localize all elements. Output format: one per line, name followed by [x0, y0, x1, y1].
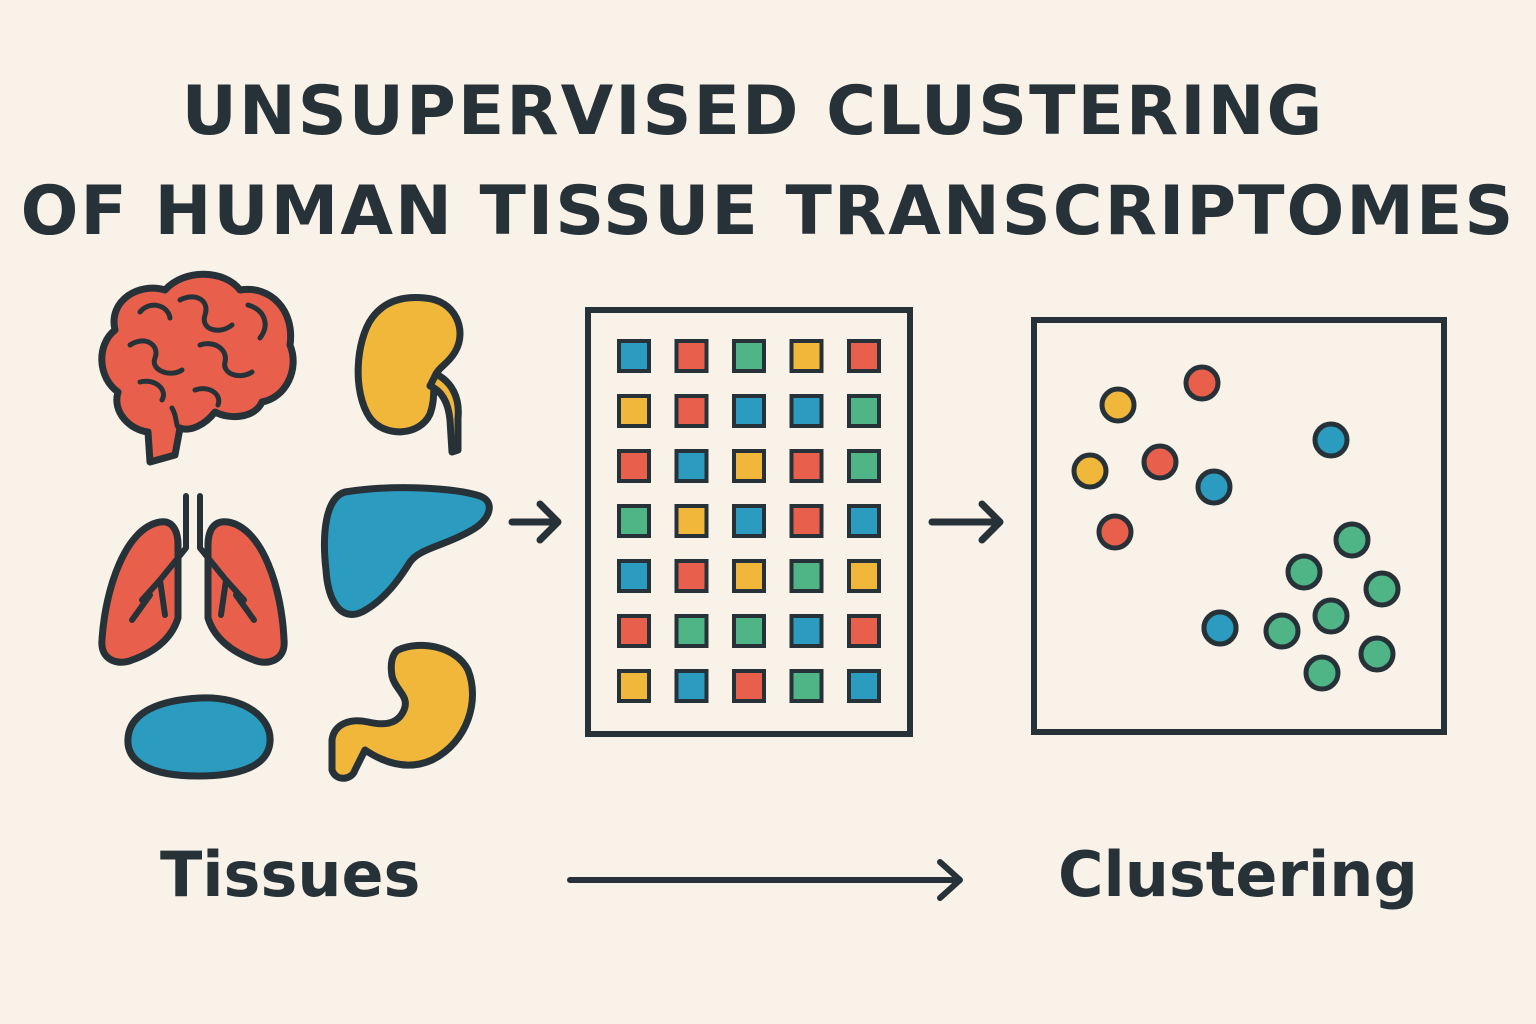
matrix-frame	[585, 307, 913, 737]
matrix-cell	[847, 504, 881, 538]
matrix-cell	[732, 339, 766, 373]
matrix-cell	[732, 614, 766, 648]
cluster-point	[1183, 364, 1221, 402]
tissues-label: Tissues	[160, 838, 421, 911]
matrix-cell	[617, 504, 651, 538]
cluster-point	[1071, 452, 1109, 490]
cluster-point	[1263, 612, 1301, 650]
title-line-1: UNSUPERVISED CLUSTERING	[181, 72, 1325, 151]
matrix-cell	[674, 614, 709, 648]
cluster-point	[1096, 513, 1134, 551]
cluster-point	[1312, 597, 1350, 635]
expression-matrix	[585, 307, 913, 737]
liver-icon	[321, 484, 493, 618]
matrix-cell	[789, 394, 824, 428]
cluster-point	[1099, 386, 1137, 424]
matrix-cell	[847, 394, 881, 428]
matrix-cell	[789, 449, 824, 483]
matrix-cell	[732, 504, 766, 538]
matrix-cell	[674, 394, 709, 428]
matrix-cell	[732, 394, 766, 428]
matrix-cell	[847, 614, 881, 648]
matrix-cell	[617, 449, 651, 483]
matrix-cell	[789, 614, 824, 648]
matrix-cell	[732, 449, 766, 483]
plot-frame	[1031, 317, 1447, 735]
diagram-title: UNSUPERVISED CLUSTERING OF HUMAN TISSUE …	[0, 62, 1536, 262]
matrix-cell	[789, 504, 824, 538]
arrow-to-clustering	[928, 500, 1004, 544]
long-arrow	[567, 859, 963, 901]
matrix-cell	[674, 339, 709, 373]
cluster-point	[1333, 521, 1371, 559]
matrix-cell	[789, 339, 824, 373]
matrix-cell	[617, 669, 651, 703]
matrix-cell	[789, 669, 824, 703]
matrix-cell	[617, 559, 651, 593]
stomach-icon	[328, 641, 476, 782]
lungs-icon	[98, 493, 288, 666]
cluster-point	[1358, 635, 1396, 673]
kidney-icon	[354, 294, 464, 456]
matrix-cell	[847, 339, 881, 373]
brain-icon	[98, 270, 297, 466]
cluster-point	[1312, 421, 1350, 459]
matrix-cell	[847, 449, 881, 483]
clustering-plot	[1031, 317, 1447, 735]
matrix-cell	[732, 669, 766, 703]
cluster-point	[1285, 553, 1323, 591]
cluster-point	[1141, 443, 1179, 481]
clustering-label: Clustering	[1058, 838, 1418, 911]
matrix-cells	[617, 339, 881, 703]
matrix-cell	[674, 449, 709, 483]
cluster-point	[1201, 609, 1239, 647]
matrix-cell	[789, 559, 824, 593]
cluster-point	[1303, 654, 1341, 692]
spleen-icon	[124, 694, 274, 780]
matrix-cell	[847, 559, 881, 593]
matrix-cell	[617, 614, 651, 648]
matrix-cell	[617, 394, 651, 428]
matrix-cell	[674, 559, 709, 593]
matrix-cell	[674, 504, 709, 538]
cluster-point	[1363, 570, 1401, 608]
matrix-cell	[617, 339, 651, 373]
matrix-cell	[847, 669, 881, 703]
matrix-cell	[732, 559, 766, 593]
title-line-2: OF HUMAN TISSUE TRANSCRIPTOMES	[20, 172, 1516, 251]
cluster-points	[1071, 364, 1401, 692]
arrow-to-matrix	[508, 500, 562, 544]
cluster-point	[1195, 468, 1233, 506]
tissue-icons	[98, 270, 493, 782]
matrix-cell	[674, 669, 709, 703]
